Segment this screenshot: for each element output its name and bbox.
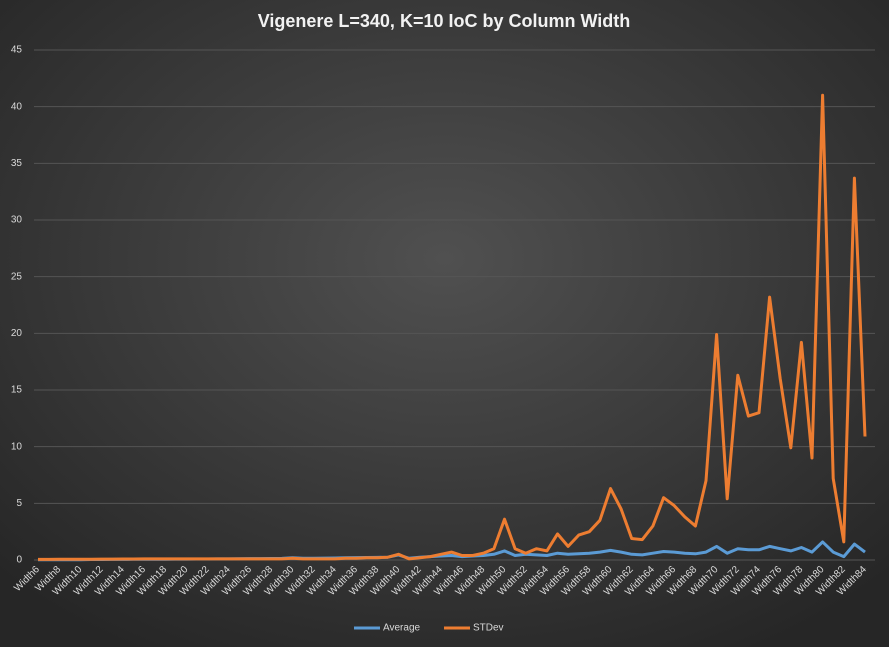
legend-label: STDev xyxy=(473,623,504,634)
y-tick-label: 5 xyxy=(16,498,22,509)
y-tick-label: 35 xyxy=(11,158,23,169)
y-tick-label: 0 xyxy=(16,555,22,566)
y-tick-label: 20 xyxy=(11,328,23,339)
y-tick-label: 45 xyxy=(11,45,23,56)
y-tick-label: 10 xyxy=(11,441,23,452)
legend-label: Average xyxy=(383,623,421,634)
series-line xyxy=(38,93,867,561)
y-tick-label: 40 xyxy=(11,101,23,112)
y-tick-label: 30 xyxy=(11,215,23,226)
y-tick-label: 25 xyxy=(11,271,23,282)
y-tick-label: 15 xyxy=(11,385,23,396)
chart-title: Vigenere L=340, K=10 IoC by Column Width xyxy=(258,11,631,31)
